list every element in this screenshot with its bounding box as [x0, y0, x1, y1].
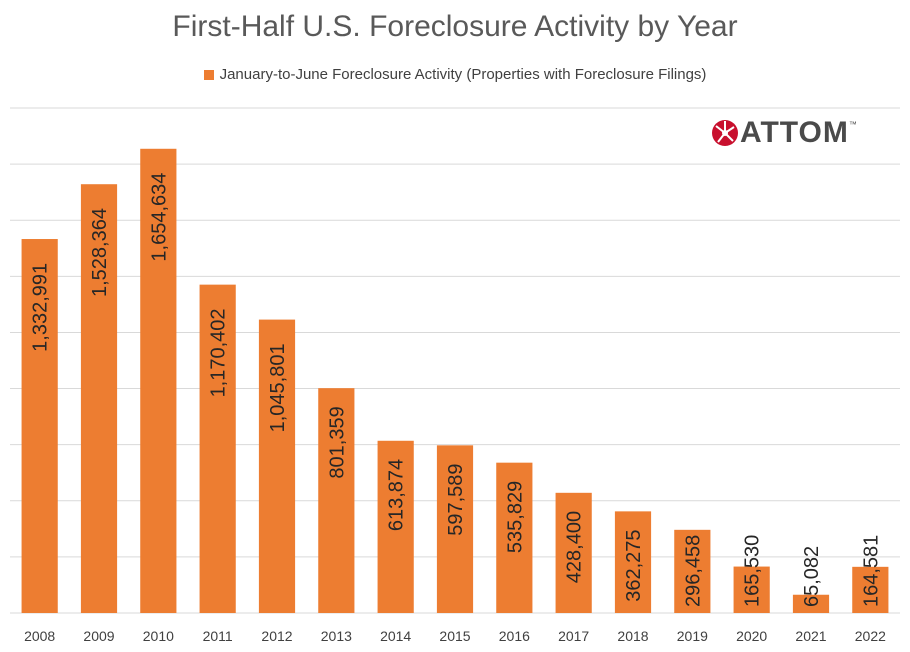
- bar-2014: [377, 440, 414, 613]
- data-label-2021: 65,082: [801, 546, 823, 607]
- bar-2017: [555, 492, 592, 613]
- x-tick-2011: 2011: [203, 628, 233, 644]
- bar-2021: [792, 594, 830, 613]
- data-label-2022: 164,581: [860, 535, 882, 607]
- legend-swatch: [203, 69, 214, 80]
- legend: January-to-June Foreclosure Activity (Pr…: [0, 66, 910, 83]
- data-label-2015: 597,589: [445, 463, 467, 535]
- data-label-2009: 1,528,364: [89, 208, 111, 297]
- bar-2018: [614, 511, 652, 613]
- data-label-2017: 428,400: [564, 511, 586, 583]
- x-tick-2022: 2022: [855, 628, 886, 644]
- bar-2016: [496, 462, 533, 613]
- x-tick-2018: 2018: [617, 628, 648, 644]
- bar-2009: [80, 184, 118, 613]
- data-label-2012: 1,045,801: [267, 343, 289, 432]
- data-label-2013: 801,359: [326, 406, 348, 478]
- x-tick-2019: 2019: [677, 628, 708, 644]
- x-tick-2012: 2012: [261, 628, 292, 644]
- bar-2011: [199, 284, 236, 613]
- attom-logo-tm: ™: [848, 120, 857, 129]
- data-label-2014: 613,874: [386, 459, 408, 531]
- x-tick-2008: 2008: [24, 628, 55, 644]
- attom-logo: ATTOM ™: [710, 116, 857, 150]
- x-tick-2016: 2016: [499, 628, 530, 644]
- x-tick-2010: 2010: [143, 628, 174, 644]
- data-label-2018: 362,275: [623, 529, 645, 601]
- data-label-2011: 1,170,402: [208, 308, 230, 397]
- bar-2012: [258, 319, 296, 613]
- data-label-2019: 296,458: [682, 535, 704, 607]
- bar-2022: [852, 566, 889, 613]
- data-label-2016: 535,829: [504, 481, 526, 553]
- data-label-2010: 1,654,634: [148, 173, 170, 262]
- x-tick-2020: 2020: [736, 628, 767, 644]
- chart-title: First-Half U.S. Foreclosure Activity by …: [172, 10, 738, 43]
- bar-2019: [674, 529, 711, 613]
- data-label-2008: 1,332,991: [30, 263, 52, 352]
- x-tick-2017: 2017: [558, 628, 589, 644]
- x-tick-2014: 2014: [380, 628, 411, 644]
- bar-2015: [436, 445, 474, 613]
- x-tick-2013: 2013: [321, 628, 352, 644]
- bar-2020: [733, 566, 770, 613]
- bar-2008: [21, 239, 58, 613]
- attom-logo-text: ATTOM: [740, 116, 849, 149]
- x-tick-2009: 2009: [83, 628, 114, 644]
- attom-logo-icon: [712, 120, 738, 146]
- legend-label: January-to-June Foreclosure Activity (Pr…: [219, 66, 707, 83]
- x-tick-2021: 2021: [795, 628, 826, 644]
- data-label-2020: 165,530: [742, 535, 764, 607]
- bar-2013: [318, 388, 355, 613]
- x-tick-2015: 2015: [439, 628, 470, 644]
- bar-2010: [140, 148, 177, 613]
